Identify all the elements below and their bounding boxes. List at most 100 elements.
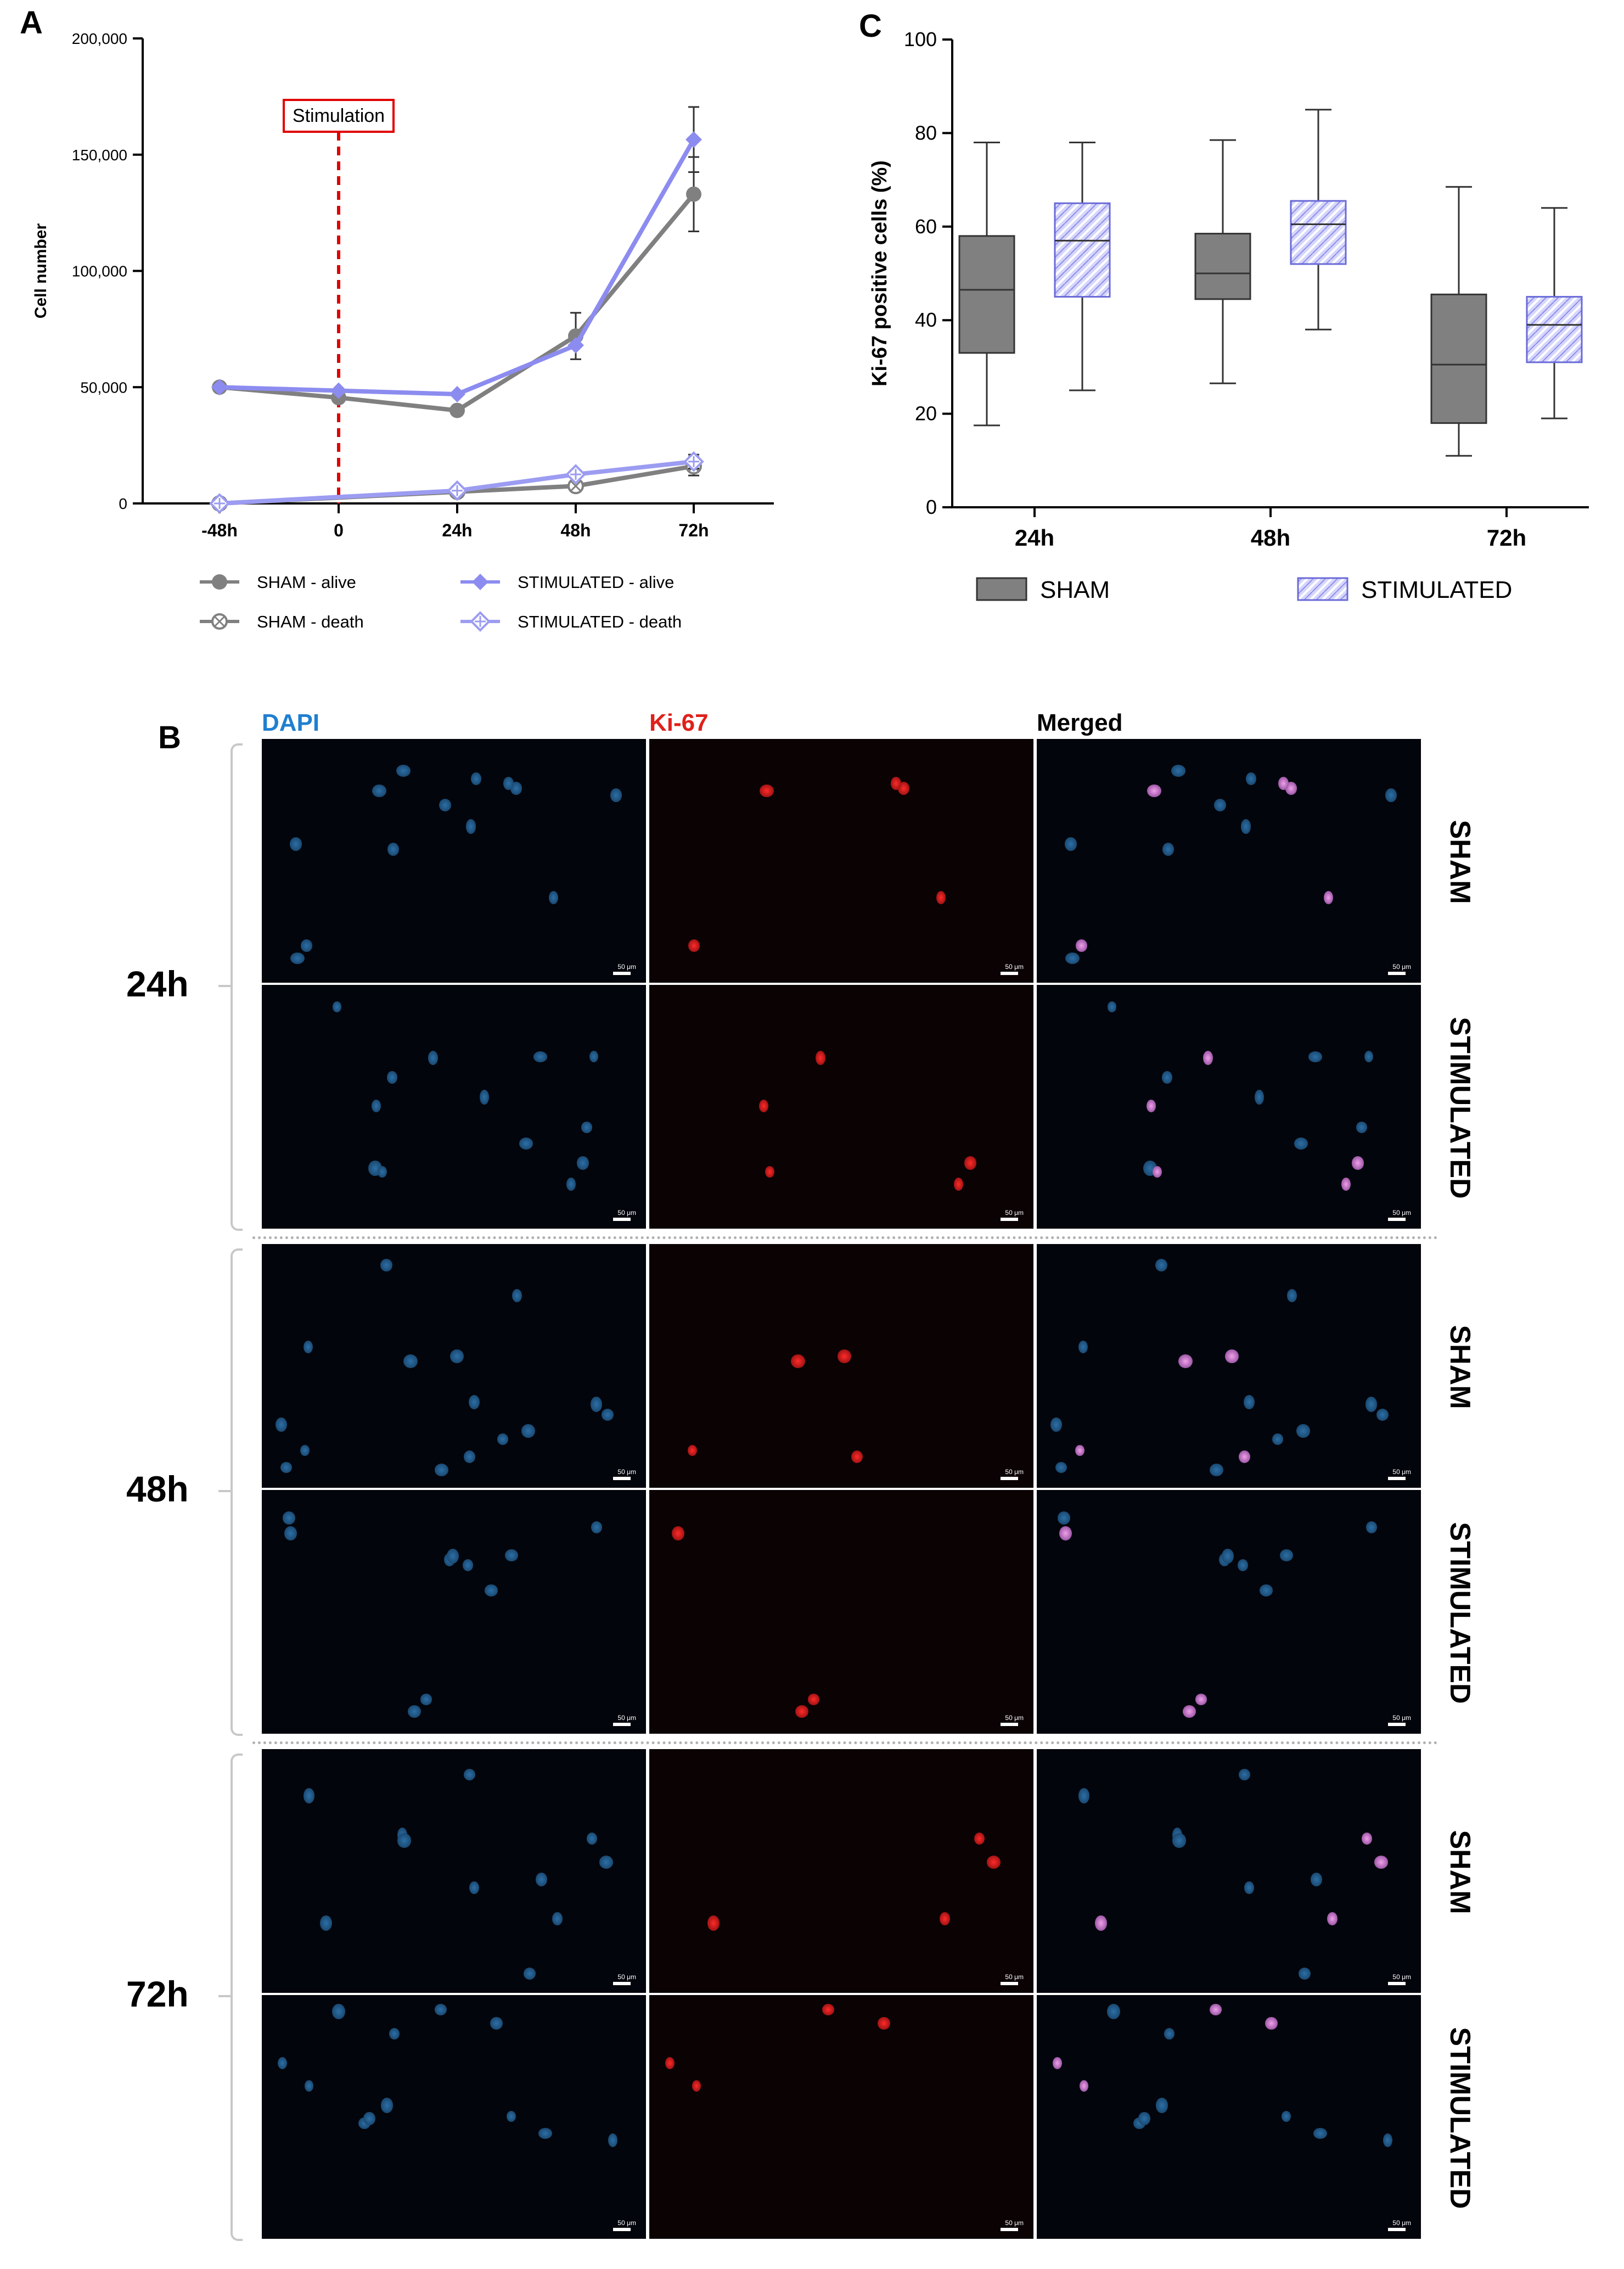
micrograph-48h-sham-merged: 50 μm [1037, 1244, 1421, 1488]
nucleus [380, 1258, 392, 1272]
nucleus [687, 1444, 697, 1456]
nucleus [1238, 1450, 1250, 1463]
nucleus [1078, 1788, 1089, 1803]
scale-bar [1001, 1982, 1018, 1985]
box [1526, 296, 1583, 363]
nucleus [1147, 784, 1161, 798]
series-line-stimulated-alive [219, 138, 696, 396]
nucleus [964, 1156, 977, 1170]
legend-label: SHAM [1040, 576, 1110, 603]
nucleus [577, 1156, 589, 1170]
nucleus [1265, 2017, 1278, 2030]
y-tick-label: 80 [915, 121, 937, 144]
legend-label: STIMULATED - death [518, 612, 682, 631]
stimulation-label: Stimulation [293, 105, 385, 126]
nucleus [688, 939, 700, 953]
x-tick-label: 24h [1015, 525, 1054, 551]
nucleus [469, 1394, 480, 1409]
micrograph-72h-sham-merged: 50 μm [1037, 1749, 1421, 1993]
nucleus [284, 1526, 297, 1541]
nucleus [469, 1881, 479, 1894]
nucleus [490, 2017, 503, 2030]
nucleus [807, 1693, 820, 1705]
scale-bar [613, 1218, 631, 1221]
box-sham-72h [1430, 186, 1487, 457]
legend-swatch [1297, 577, 1348, 601]
scale-bar-label: 50 μm [617, 963, 636, 971]
legend-label: STIMULATED [1361, 576, 1512, 603]
condition-label-stimulated: STIMULATED [1444, 1522, 1476, 1704]
box-stimulated-72h [1526, 207, 1583, 419]
nucleus [891, 777, 901, 790]
nucleus [566, 1177, 576, 1191]
nucleus [435, 2004, 447, 2016]
nucleus [1286, 1289, 1297, 1303]
series-line-sham-alive [219, 193, 696, 413]
scale-bar [1001, 1723, 1018, 1726]
nucleus [1183, 1705, 1196, 1718]
nucleus [280, 1461, 293, 1474]
legend-label: SHAM - death [257, 612, 364, 631]
scale-bar [613, 1723, 631, 1726]
data-point [686, 186, 701, 202]
nucleus [589, 1051, 599, 1063]
y-tick-label: 50,000 [80, 379, 127, 396]
nucleus [462, 1559, 474, 1571]
x-tick-label: -48h [201, 520, 238, 540]
nucleus [304, 1788, 314, 1803]
nucleus [408, 1705, 422, 1718]
micrograph-48h-sham-ki-67: 50 μm [649, 1244, 1033, 1488]
nucleus [1055, 1461, 1067, 1474]
nucleus [523, 1967, 536, 1980]
y-axis-label: Cell number [32, 223, 50, 318]
nucleus [463, 1768, 475, 1781]
scale-bar-label: 50 μm [617, 1973, 636, 1981]
timepoint-bracket [231, 1248, 243, 1736]
nucleus [331, 2004, 346, 2020]
nucleus [1246, 772, 1256, 786]
nucleus [372, 1100, 381, 1113]
scale-bar-label: 50 μm [1005, 1714, 1024, 1722]
y-tick-label: 100,000 [72, 263, 127, 280]
scale-bar [613, 1982, 631, 1985]
nucleus [1244, 1394, 1255, 1409]
series-stimulated-death [209, 451, 704, 514]
data-point [685, 131, 702, 148]
scale-bar [1388, 1477, 1406, 1480]
micrograph-24h-sham-dapi: 50 μm [262, 739, 646, 983]
timepoint-label-48h: 48h [126, 1469, 189, 1509]
nucleus [549, 890, 558, 904]
nucleus [590, 1397, 602, 1412]
nucleus [608, 2133, 618, 2148]
scale-bar-label: 50 μm [617, 1209, 636, 1217]
nucleus [790, 1354, 805, 1369]
y-tick-label: 0 [119, 495, 127, 512]
timepoint-label-24h: 24h [126, 963, 189, 1004]
nucleus [428, 1051, 439, 1066]
nucleus [1352, 1156, 1364, 1170]
nucleus [707, 1915, 720, 1931]
scale-bar-label: 50 μm [1005, 2219, 1024, 2227]
timepoint-label-72h: 72h [126, 1974, 189, 2014]
condition-label-sham: SHAM [1444, 820, 1476, 904]
nucleus [289, 837, 302, 851]
data-point-cross [570, 480, 582, 492]
box-plot-ki67: 0 20 40 60 80 100 24h 48h 72h Ki-67 positive cell… [868, 28, 1589, 603]
nucleus [1308, 1051, 1323, 1063]
nucleus [591, 1521, 602, 1533]
box-stimulated-48h [1290, 109, 1347, 330]
nucleus [276, 1418, 287, 1432]
data-point [449, 385, 465, 402]
nucleus [1280, 1549, 1293, 1562]
nucleus [396, 764, 411, 777]
nucleus [484, 1584, 498, 1596]
nucleus [290, 952, 305, 964]
nucleus [372, 784, 386, 798]
scale-bar [1388, 1218, 1406, 1221]
micrograph-72h-stimulated-merged: 50 μm [1037, 1995, 1421, 2239]
nucleus [1107, 1001, 1117, 1013]
legend-item: STIMULATED - death [460, 611, 682, 632]
y-tick-label: 150,000 [72, 147, 127, 164]
data-point [330, 382, 347, 399]
nucleus [277, 2057, 287, 2070]
